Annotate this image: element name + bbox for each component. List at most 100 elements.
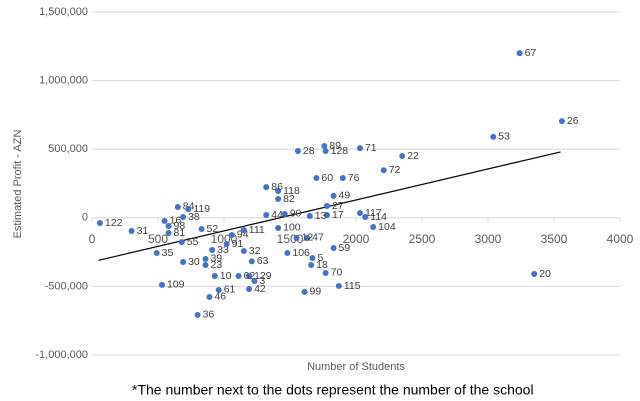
- point-label: 76: [348, 172, 360, 184]
- point-label: 72: [389, 164, 401, 176]
- point: [246, 286, 253, 293]
- point: [306, 213, 313, 220]
- point-label: 98: [174, 220, 186, 232]
- y-tick-label: 500,000: [48, 143, 88, 155]
- point: [180, 258, 187, 265]
- point: [301, 288, 308, 295]
- x-tick-label: 3000: [475, 232, 502, 246]
- point: [158, 281, 165, 288]
- x-tick-label: 2000: [343, 232, 370, 246]
- point: [185, 206, 192, 213]
- y-tick-label: -500,000: [45, 280, 88, 292]
- point: [275, 188, 282, 195]
- point: [399, 153, 406, 160]
- point: [263, 184, 270, 191]
- point: [335, 282, 342, 289]
- point-label: 114: [370, 211, 387, 223]
- point: [323, 203, 330, 210]
- point-label: 81: [174, 227, 186, 239]
- point: [246, 272, 253, 279]
- point-label: 82: [283, 193, 295, 205]
- point-label: 119: [193, 203, 210, 215]
- point-label: 100: [283, 222, 301, 234]
- point-label: 42: [254, 283, 266, 295]
- point-label: 12: [302, 232, 314, 244]
- point: [304, 234, 311, 241]
- point-label: 17: [332, 209, 344, 221]
- point-label: 31: [137, 225, 149, 237]
- point: [209, 247, 216, 254]
- point: [293, 234, 300, 241]
- point: [309, 254, 316, 261]
- point: [339, 175, 346, 182]
- point: [356, 145, 363, 152]
- point-label: 59: [339, 242, 351, 254]
- point-label: 38: [188, 211, 200, 223]
- point-label: 33: [217, 244, 229, 256]
- point-label: 128: [331, 145, 349, 157]
- point: [128, 227, 135, 234]
- point-label: 32: [249, 245, 261, 257]
- point-label: 86: [271, 181, 283, 193]
- point-label: 122: [105, 217, 123, 229]
- point: [248, 258, 255, 265]
- point-label: 16: [170, 215, 182, 227]
- point: [251, 278, 258, 285]
- point: [370, 223, 377, 230]
- x-tick-label: 500: [148, 232, 168, 246]
- point-label: 70: [331, 267, 343, 279]
- point-label: 118: [283, 185, 300, 197]
- x-tick-label: 2500: [409, 232, 436, 246]
- point-label: 47: [312, 232, 324, 244]
- point-label: 36: [203, 309, 215, 321]
- point-label: 3: [259, 275, 265, 287]
- point: [322, 147, 329, 154]
- y-axis-title: Estimated Profit - AZN: [12, 130, 24, 239]
- point-label: 117: [365, 207, 382, 219]
- point: [490, 133, 497, 140]
- point: [153, 250, 160, 257]
- point-label: 67: [525, 47, 537, 59]
- point: [275, 196, 282, 203]
- point: [215, 286, 222, 293]
- y-tick-label: -1,000,000: [35, 349, 88, 361]
- point-label: 106: [292, 247, 310, 259]
- point: [558, 118, 565, 125]
- point: [240, 248, 247, 255]
- point: [330, 192, 337, 199]
- point: [161, 217, 168, 224]
- point: [228, 231, 235, 238]
- point-label: 71: [365, 142, 377, 154]
- point-label: 99: [310, 286, 322, 298]
- x-tick-label: 4000: [607, 232, 634, 246]
- point: [180, 213, 187, 220]
- point-label: 61: [224, 284, 236, 296]
- point-label: 91: [232, 238, 244, 250]
- point: [96, 220, 103, 227]
- point: [294, 147, 301, 154]
- point: [263, 212, 270, 219]
- point-label: 94: [237, 229, 249, 241]
- point: [380, 167, 387, 174]
- point: [178, 239, 185, 246]
- point-label: 63: [257, 255, 269, 267]
- point: [223, 241, 230, 248]
- point: [362, 213, 369, 220]
- point: [235, 272, 242, 279]
- x-tick-label: 1500: [277, 232, 304, 246]
- point-label: 52: [207, 223, 219, 235]
- point-label: 30: [188, 256, 200, 268]
- footnote: *The number next to the dots represent t…: [132, 382, 534, 398]
- point: [194, 311, 201, 318]
- point-label: 111: [249, 224, 265, 236]
- point: [284, 250, 291, 257]
- point: [531, 271, 538, 278]
- point: [281, 210, 288, 217]
- point-label: 90: [290, 208, 302, 220]
- point: [330, 244, 337, 251]
- point: [165, 223, 172, 230]
- point-label: 10: [220, 270, 232, 282]
- point-label: 23: [211, 259, 223, 271]
- point-label: 26: [567, 115, 579, 127]
- point-label: 18: [316, 259, 328, 271]
